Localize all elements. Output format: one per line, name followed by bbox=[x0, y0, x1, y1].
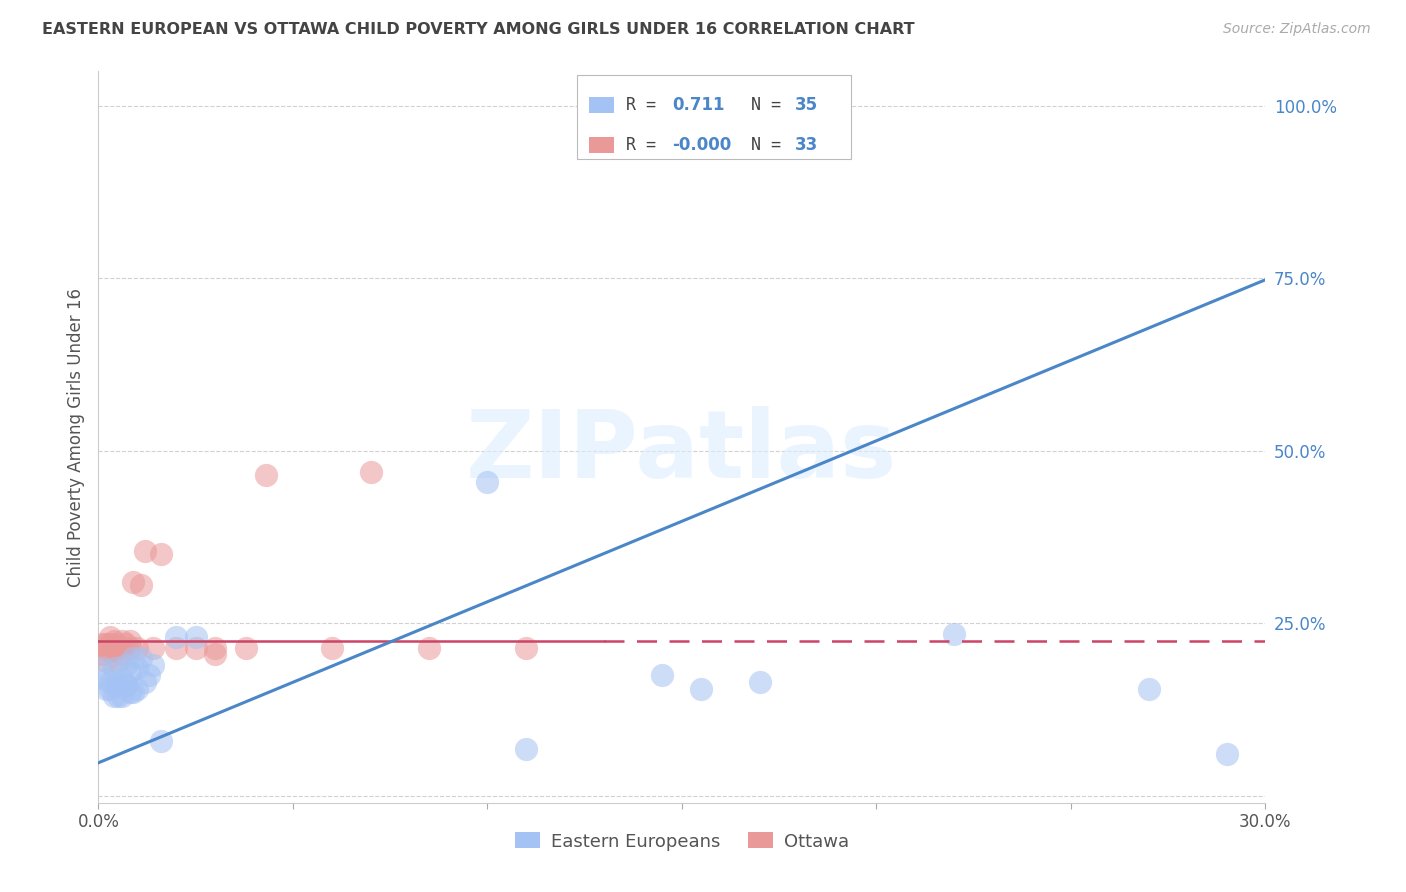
Text: R =: R = bbox=[626, 136, 666, 154]
Point bbox=[103, 633, 125, 648]
Point bbox=[107, 678, 129, 692]
Point bbox=[114, 637, 136, 651]
Point bbox=[107, 654, 129, 668]
Point bbox=[129, 578, 152, 592]
Point bbox=[114, 657, 136, 672]
Point bbox=[91, 637, 114, 651]
Point bbox=[142, 640, 165, 655]
Point bbox=[515, 742, 537, 756]
Point bbox=[111, 648, 134, 662]
Point bbox=[748, 675, 770, 690]
Point bbox=[96, 640, 118, 655]
Point bbox=[235, 640, 257, 655]
FancyBboxPatch shape bbox=[589, 97, 614, 113]
Point bbox=[515, 640, 537, 655]
Point bbox=[103, 661, 125, 675]
Text: 0.711: 0.711 bbox=[672, 96, 725, 114]
Point bbox=[690, 681, 713, 696]
Point bbox=[111, 633, 134, 648]
Text: ZIPatlas: ZIPatlas bbox=[467, 406, 897, 498]
Point bbox=[122, 574, 145, 589]
Point bbox=[1215, 747, 1237, 762]
Point bbox=[360, 465, 382, 479]
Point bbox=[1137, 681, 1160, 696]
Text: R =: R = bbox=[626, 96, 666, 114]
Point bbox=[127, 681, 149, 696]
Text: N =: N = bbox=[731, 96, 792, 114]
Point bbox=[127, 640, 149, 655]
Point bbox=[651, 668, 673, 682]
Point bbox=[98, 637, 121, 651]
Point bbox=[129, 651, 152, 665]
Point bbox=[943, 626, 966, 640]
Text: 35: 35 bbox=[796, 96, 818, 114]
Point bbox=[254, 468, 277, 483]
Legend: Eastern Europeans, Ottawa: Eastern Europeans, Ottawa bbox=[506, 823, 858, 860]
Point bbox=[98, 630, 121, 644]
Point bbox=[118, 685, 141, 699]
Point bbox=[134, 675, 156, 690]
Point bbox=[103, 637, 125, 651]
Point bbox=[114, 678, 136, 692]
Point bbox=[122, 685, 145, 699]
Point bbox=[418, 640, 440, 655]
Point bbox=[114, 678, 136, 692]
Text: 33: 33 bbox=[796, 136, 818, 154]
Point bbox=[149, 733, 172, 747]
Point bbox=[98, 644, 121, 658]
Point bbox=[118, 633, 141, 648]
Point bbox=[111, 672, 134, 686]
Point bbox=[103, 689, 125, 703]
Point bbox=[96, 672, 118, 686]
Point bbox=[91, 648, 114, 662]
Point bbox=[204, 648, 226, 662]
Text: N =: N = bbox=[731, 136, 792, 154]
Point bbox=[165, 630, 187, 644]
Point bbox=[96, 654, 118, 668]
Point bbox=[107, 640, 129, 655]
Text: -0.000: -0.000 bbox=[672, 136, 733, 154]
Point bbox=[127, 661, 149, 675]
Point bbox=[111, 689, 134, 703]
Text: EASTERN EUROPEAN VS OTTAWA CHILD POVERTY AMONG GIRLS UNDER 16 CORRELATION CHART: EASTERN EUROPEAN VS OTTAWA CHILD POVERTY… bbox=[42, 22, 915, 37]
Point bbox=[184, 630, 207, 644]
Point bbox=[165, 640, 187, 655]
Y-axis label: Child Poverty Among Girls Under 16: Child Poverty Among Girls Under 16 bbox=[66, 287, 84, 587]
Point bbox=[96, 637, 118, 651]
Point bbox=[138, 668, 160, 682]
Point bbox=[118, 640, 141, 655]
Point bbox=[204, 640, 226, 655]
Point bbox=[134, 544, 156, 558]
Point bbox=[149, 548, 172, 562]
Point bbox=[91, 661, 114, 675]
Point bbox=[96, 681, 118, 696]
Point bbox=[184, 640, 207, 655]
Point bbox=[122, 651, 145, 665]
Point bbox=[98, 681, 121, 696]
Point bbox=[477, 475, 499, 489]
Point bbox=[98, 675, 121, 690]
FancyBboxPatch shape bbox=[589, 137, 614, 153]
Point bbox=[142, 657, 165, 672]
Point bbox=[118, 665, 141, 679]
Point bbox=[107, 689, 129, 703]
FancyBboxPatch shape bbox=[576, 75, 851, 159]
Point bbox=[321, 640, 343, 655]
Text: Source: ZipAtlas.com: Source: ZipAtlas.com bbox=[1223, 22, 1371, 37]
